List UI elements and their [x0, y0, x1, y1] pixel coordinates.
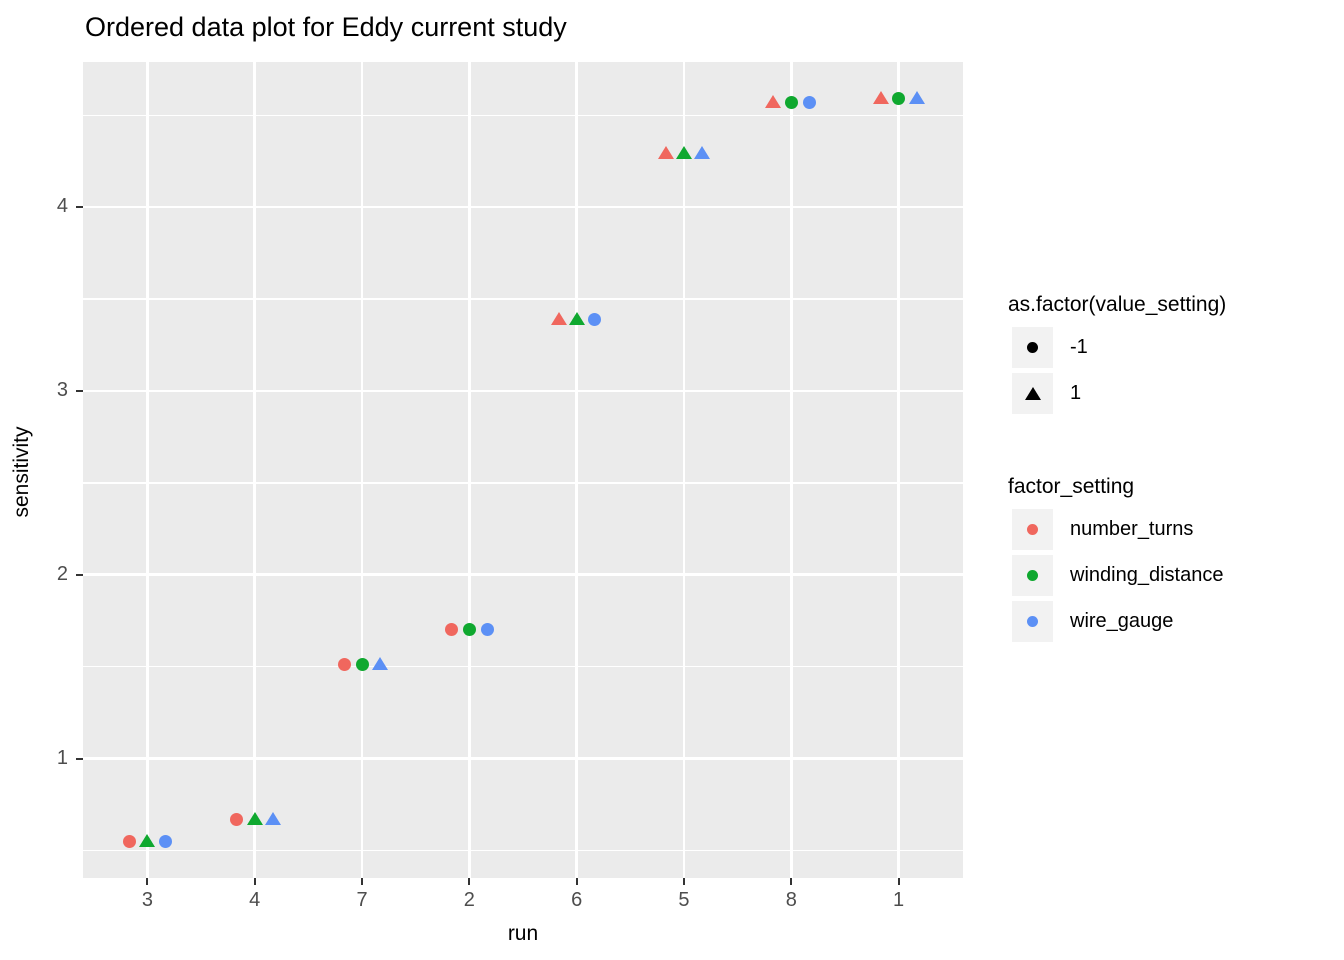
- circle-symbol-icon: [1027, 342, 1038, 353]
- data-point: [802, 95, 816, 109]
- legend-factor-setting-key: [1012, 509, 1053, 550]
- x-tick-label: 2: [463, 889, 475, 911]
- legend-value-setting-label: -1: [1070, 336, 1088, 358]
- x-axis-tick: [146, 878, 149, 885]
- legend-factor-setting-key: [1012, 555, 1053, 596]
- legend-factor-setting-title: factor_setting: [1008, 475, 1135, 498]
- legend-factor-setting-key: [1012, 601, 1053, 642]
- y-axis-tick: [76, 573, 83, 576]
- circle-symbol-icon: [1027, 524, 1038, 535]
- data-point: [675, 146, 692, 160]
- x-axis-tick: [253, 878, 256, 885]
- legend-factor-setting-label: number_turns: [1070, 518, 1194, 540]
- y-axis-tick: [76, 389, 83, 392]
- x-axis-tick: [361, 878, 364, 885]
- y-major-gridline: [83, 205, 963, 209]
- y-minor-gridline: [83, 849, 963, 852]
- x-tick-label: 6: [571, 889, 583, 911]
- data-point: [568, 311, 585, 325]
- data-point: [337, 658, 351, 672]
- x-tick-label: 4: [249, 889, 261, 911]
- y-axis-tick: [76, 206, 83, 209]
- triangle-symbol-icon: [1024, 387, 1041, 400]
- data-point: [908, 91, 925, 105]
- data-point: [462, 623, 476, 637]
- x-major-gridline: [360, 62, 364, 878]
- legend-value-setting-key: [1012, 327, 1053, 368]
- data-point: [230, 812, 244, 826]
- chart-title: Ordered data plot for Eddy current study: [85, 12, 567, 42]
- data-point: [122, 834, 136, 848]
- x-tick-label: 8: [785, 889, 797, 911]
- x-major-gridline: [682, 62, 686, 878]
- x-axis-tick: [575, 878, 578, 885]
- y-tick-label: 1: [56, 746, 68, 769]
- legend-factor-setting-entry: winding_distance: [1008, 555, 1223, 596]
- y-tick-label: 4: [56, 195, 68, 218]
- x-tick-label: 5: [678, 889, 690, 911]
- legend-value-setting: as.factor(value_setting) -1 1: [1008, 293, 1226, 419]
- y-minor-gridline: [83, 482, 963, 484]
- legend-factor-setting: factor_setting number_turns winding_dista…: [1008, 475, 1223, 647]
- y-axis-tick: [76, 757, 83, 760]
- data-point: [765, 94, 782, 108]
- x-major-gridline: [146, 62, 149, 878]
- x-major-gridline: [575, 62, 578, 878]
- data-point: [372, 657, 389, 671]
- legend-value-setting-key: [1012, 373, 1053, 414]
- legend-factor-setting-label: wire_gauge: [1070, 610, 1174, 632]
- legend-value-setting-title: as.factor(value_setting): [1008, 293, 1227, 316]
- legend-value-setting-entry: 1: [1008, 373, 1226, 414]
- plot-panel: [83, 62, 963, 878]
- x-major-gridline: [897, 62, 900, 878]
- data-point: [550, 311, 567, 325]
- y-minor-gridline: [83, 114, 963, 116]
- data-point: [892, 92, 906, 106]
- y-tick-label: 2: [56, 562, 68, 585]
- y-axis-title: sensitivity: [10, 426, 33, 518]
- x-axis-tick: [682, 878, 685, 885]
- legend-factor-setting-entry: wire_gauge: [1008, 601, 1223, 642]
- x-major-gridline: [253, 62, 256, 878]
- legend-factor-setting-label: winding_distance: [1070, 564, 1224, 586]
- y-minor-gridline: [83, 665, 963, 668]
- data-point: [657, 146, 674, 160]
- y-major-gridline: [83, 757, 963, 760]
- x-axis-tick: [790, 878, 793, 885]
- y-minor-gridline: [83, 298, 963, 300]
- legend-value-setting-label: 1: [1070, 382, 1082, 404]
- y-tick-label: 3: [56, 378, 68, 401]
- data-point: [158, 834, 172, 848]
- x-axis-title: run: [507, 922, 539, 945]
- data-point: [872, 91, 889, 105]
- x-tick-label: 3: [141, 889, 153, 911]
- data-point: [480, 623, 494, 637]
- legend-factor-setting-entry: number_turns: [1008, 509, 1223, 550]
- legend-value-setting-entry: -1: [1008, 327, 1226, 368]
- x-axis-tick: [897, 878, 900, 885]
- x-tick-label: 1: [893, 889, 905, 911]
- data-point: [444, 623, 458, 637]
- data-point: [264, 811, 281, 825]
- x-major-gridline: [468, 62, 471, 878]
- x-major-gridline: [789, 62, 793, 878]
- data-point: [355, 658, 369, 672]
- x-tick-label: 7: [356, 889, 368, 911]
- x-axis-tick: [468, 878, 471, 885]
- data-point: [139, 833, 156, 847]
- y-major-gridline: [83, 389, 963, 393]
- data-point: [246, 811, 263, 825]
- y-major-gridline: [83, 573, 963, 577]
- data-point: [693, 146, 710, 160]
- circle-symbol-icon: [1027, 570, 1038, 581]
- data-point: [784, 95, 798, 109]
- circle-symbol-icon: [1027, 616, 1038, 627]
- data-point: [588, 312, 602, 326]
